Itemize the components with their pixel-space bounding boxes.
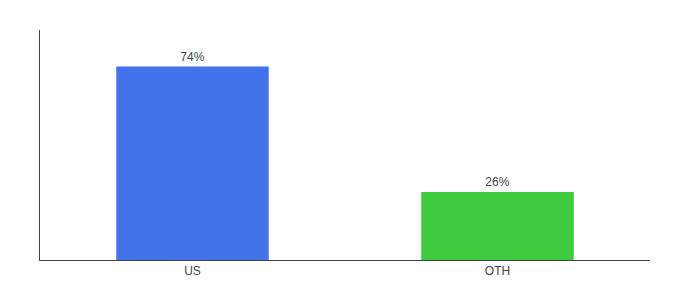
svg-text:OTH: OTH — [485, 264, 510, 278]
svg-text:74%: 74% — [180, 50, 204, 64]
svg-text:26%: 26% — [485, 175, 509, 189]
svg-text:US: US — [184, 264, 201, 278]
